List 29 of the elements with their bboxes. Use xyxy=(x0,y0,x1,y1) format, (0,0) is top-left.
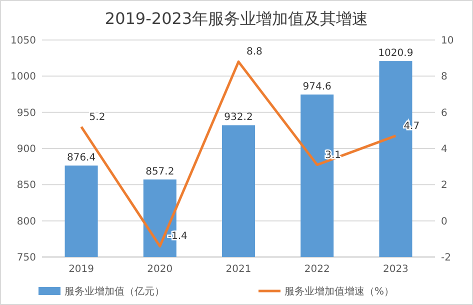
x-tick-label: 2021 xyxy=(226,264,252,275)
y-tick-label: 1000 xyxy=(10,72,36,83)
y2-tick-label: 2 xyxy=(441,180,448,192)
y2-tick-label: 0 xyxy=(441,216,448,228)
chart-title: 2019-2023年服务业增加值及其增速 xyxy=(104,9,368,28)
data-label: 974.6 xyxy=(302,82,332,93)
data-label: 1020.9 xyxy=(378,48,414,60)
y-tick-label: 800 xyxy=(16,216,36,228)
legend-label: 服务业增加值增速（%） xyxy=(284,286,394,298)
y-tick-label: 750 xyxy=(16,252,36,264)
legend-label: 服务业增加值（亿元） xyxy=(64,286,164,298)
y-tick-label: 950 xyxy=(16,108,36,119)
x-tick-label: 2022 xyxy=(304,264,330,275)
data-label: 932.2 xyxy=(224,112,253,124)
x-tick-label: 2019 xyxy=(68,264,94,275)
x-tick-label: 2020 xyxy=(147,264,173,275)
x-tick-label: 2023 xyxy=(382,264,408,275)
y-tick-label: 850 xyxy=(16,180,36,192)
data-label: 5.2 xyxy=(89,112,106,123)
data-label: 8.8 xyxy=(246,46,262,58)
data-label: 857.2 xyxy=(146,166,174,178)
y2-tick-label: -2 xyxy=(441,252,451,264)
y2-tick-label: 6 xyxy=(441,108,448,119)
y-tick-label: 1050 xyxy=(10,36,36,46)
y2-tick-label: 10 xyxy=(441,36,454,46)
y2-tick-label: 4 xyxy=(441,144,448,155)
y2-tick-label: 8 xyxy=(441,72,448,83)
data-label: 876.4 xyxy=(66,152,96,164)
y-tick-label: 900 xyxy=(16,144,36,155)
